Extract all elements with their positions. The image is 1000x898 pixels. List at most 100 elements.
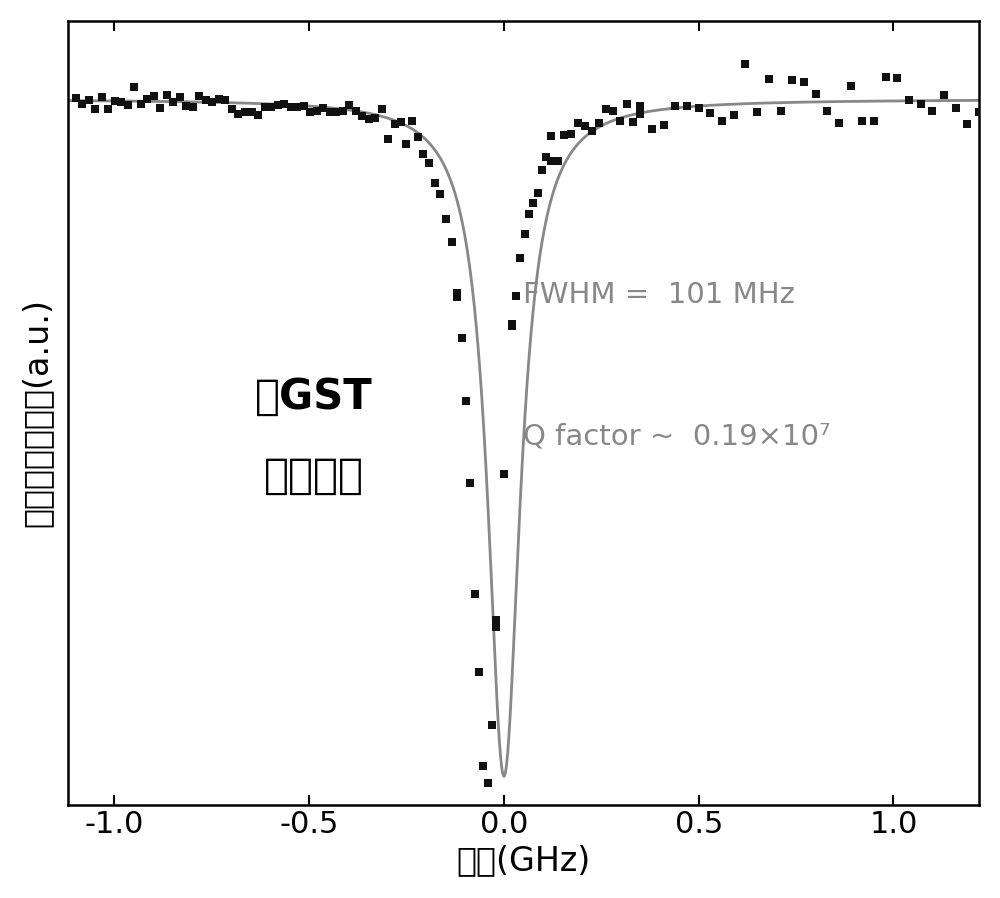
Point: [737, 57, 753, 71]
Point: [808, 87, 824, 101]
Point: [866, 113, 882, 128]
Point: [74, 97, 90, 111]
Point: [484, 718, 500, 732]
Point: [415, 147, 431, 162]
Point: [462, 476, 478, 490]
Point: [348, 104, 364, 119]
Point: [398, 136, 414, 151]
Point: [380, 131, 396, 145]
Point: [936, 88, 952, 102]
Text: 镛GST: 镛GST: [255, 376, 373, 418]
Point: [530, 186, 546, 200]
Point: [302, 104, 318, 119]
Point: [421, 155, 437, 170]
Point: [525, 196, 541, 210]
Point: [467, 587, 483, 602]
Point: [283, 100, 299, 114]
Point: [438, 212, 454, 226]
Point: [948, 101, 964, 115]
Point: [296, 99, 312, 113]
Point: [178, 99, 194, 113]
Point: [328, 105, 344, 119]
Point: [393, 115, 409, 129]
Point: [749, 105, 765, 119]
Point: [191, 89, 207, 103]
Point: [139, 92, 155, 106]
Point: [120, 98, 136, 112]
Point: [605, 104, 621, 119]
Point: [488, 612, 504, 627]
Point: [449, 286, 465, 300]
Point: [107, 93, 123, 108]
Text: FWHM =  101 MHz: FWHM = 101 MHz: [523, 281, 795, 309]
Point: [538, 150, 554, 164]
Point: [475, 759, 491, 773]
Point: [361, 111, 377, 126]
Point: [924, 103, 940, 118]
Point: [270, 98, 286, 112]
Point: [598, 101, 614, 116]
Point: [204, 94, 220, 109]
Point: [374, 101, 390, 116]
Point: [577, 119, 593, 133]
Point: [714, 113, 730, 128]
Point: [512, 251, 528, 266]
Text: 光纤微球: 光纤微球: [264, 454, 364, 497]
Point: [534, 163, 550, 177]
Point: [625, 115, 641, 129]
Point: [521, 207, 537, 221]
Point: [679, 99, 695, 113]
Point: [632, 107, 648, 121]
Point: [230, 107, 246, 121]
Point: [959, 117, 975, 131]
Point: [612, 113, 628, 128]
Point: [504, 317, 520, 331]
Point: [496, 467, 512, 481]
Point: [644, 122, 660, 136]
Point: [404, 114, 420, 128]
Point: [480, 776, 496, 790]
Point: [387, 117, 403, 131]
Point: [410, 130, 426, 145]
Point: [667, 99, 683, 113]
Point: [68, 91, 84, 105]
Point: [796, 75, 812, 90]
Point: [126, 80, 142, 94]
Point: [387, 117, 403, 131]
Point: [185, 100, 201, 114]
Point: [87, 102, 103, 117]
Point: [971, 105, 987, 119]
Point: [702, 106, 718, 120]
Point: [289, 100, 305, 114]
Point: [146, 89, 162, 103]
Point: [335, 104, 351, 119]
Point: [133, 97, 149, 111]
Point: [784, 73, 800, 87]
Point: [94, 90, 110, 104]
Point: [309, 103, 325, 118]
Point: [543, 129, 559, 144]
Point: [726, 108, 742, 122]
Point: [444, 235, 460, 250]
Point: [471, 665, 487, 679]
Point: [152, 101, 168, 115]
Point: [913, 97, 929, 111]
Point: [322, 105, 338, 119]
Point: [878, 70, 894, 84]
Point: [449, 289, 465, 304]
Y-axis label: 归一化透射强度(a.u.): 归一化透射强度(a.u.): [21, 298, 54, 527]
Point: [543, 154, 559, 168]
Point: [244, 105, 260, 119]
Point: [556, 128, 572, 142]
X-axis label: 频率(GHz): 频率(GHz): [456, 844, 591, 877]
Point: [854, 114, 870, 128]
Point: [276, 97, 292, 111]
Point: [584, 123, 600, 137]
Point: [591, 116, 607, 130]
Point: [113, 94, 129, 109]
Point: [354, 109, 370, 123]
Point: [570, 116, 586, 130]
Point: [488, 621, 504, 635]
Point: [427, 176, 443, 190]
Point: [550, 154, 566, 168]
